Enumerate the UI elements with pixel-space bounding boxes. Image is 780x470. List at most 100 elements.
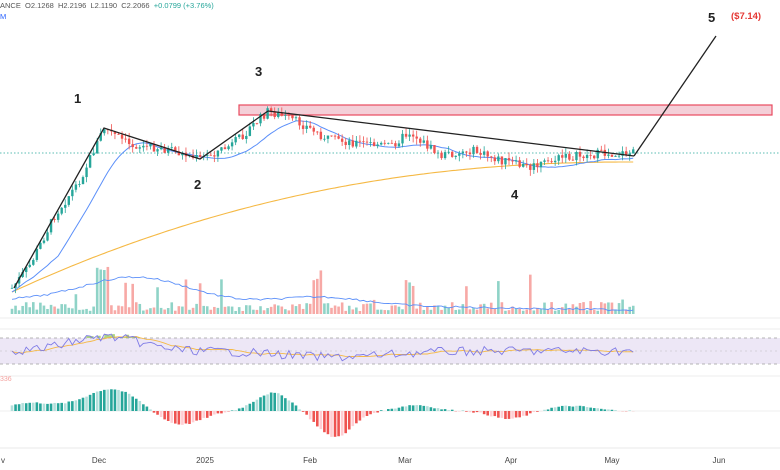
- candle: [337, 133, 340, 140]
- candle: [305, 120, 308, 134]
- volume-bar: [95, 267, 99, 314]
- candle: [323, 135, 326, 142]
- volume-bar: [294, 306, 298, 314]
- exchange-name: ANCE: [0, 1, 21, 10]
- candle: [71, 185, 74, 201]
- candle: [348, 137, 351, 150]
- candle: [131, 139, 134, 153]
- candle: [589, 150, 592, 160]
- candle: [74, 180, 78, 193]
- volume-bar: [24, 302, 28, 314]
- macd-bar: [39, 403, 42, 411]
- volume-bar: [142, 310, 145, 314]
- candle: [543, 158, 546, 165]
- macd-bar: [458, 411, 461, 412]
- macd-bar: [188, 411, 191, 424]
- volume-bar: [316, 278, 319, 314]
- candle: [53, 217, 56, 223]
- macd-bar: [220, 411, 223, 414]
- volume-bar: [56, 308, 60, 314]
- candle: [443, 149, 447, 160]
- candle: [298, 114, 301, 130]
- volume-bar: [340, 302, 344, 314]
- volume-bar: [252, 309, 255, 314]
- macd-bar: [156, 411, 159, 415]
- macd-bar: [372, 411, 376, 414]
- volume-bar: [330, 307, 333, 314]
- macd-bar: [85, 396, 88, 411]
- volume-bar: [607, 302, 610, 314]
- candle: [415, 130, 418, 145]
- volume-bar: [355, 307, 358, 314]
- macd-bar: [17, 404, 21, 411]
- volume-bar: [596, 310, 600, 314]
- macd-bar: [291, 402, 294, 411]
- volume-bar: [436, 306, 440, 314]
- candle: [277, 107, 280, 119]
- macd-bar: [521, 411, 525, 416]
- x-tick-label: 2025: [196, 456, 214, 465]
- volume-bar: [568, 308, 571, 314]
- macd-bar: [355, 411, 358, 424]
- volume-bar: [631, 305, 635, 314]
- volume-bar: [163, 309, 166, 314]
- volume-bar: [546, 309, 550, 314]
- candle: [408, 129, 411, 142]
- macd-bar: [319, 411, 323, 430]
- candle: [479, 148, 482, 160]
- macd-bar: [191, 411, 195, 423]
- volume-bar: [468, 309, 472, 314]
- volume-bar: [138, 303, 142, 314]
- macd-bar: [529, 411, 532, 414]
- macd-bar: [181, 411, 184, 425]
- macd-bar: [323, 411, 326, 433]
- macd-bar: [557, 406, 560, 411]
- macd-bar: [99, 391, 103, 411]
- volume-bar: [564, 303, 568, 314]
- macd-bar: [550, 407, 553, 411]
- volume-bar: [621, 299, 624, 314]
- wave-label-4: 4: [511, 187, 519, 202]
- candle: [436, 150, 440, 159]
- volume-bar: [191, 307, 195, 314]
- macd-bar: [387, 409, 390, 411]
- volume-bar: [589, 301, 592, 314]
- candle: [103, 128, 106, 136]
- macd-bar: [369, 411, 372, 415]
- candle: [372, 138, 376, 147]
- volume-bar: [298, 304, 301, 314]
- candle: [518, 156, 521, 169]
- candle: [156, 147, 159, 156]
- volume-bar: [280, 306, 284, 314]
- macd-bar: [14, 404, 17, 411]
- volume-bar: [301, 308, 305, 314]
- candle: [10, 284, 14, 289]
- macd-bar: [276, 393, 280, 411]
- volume-bar: [486, 308, 489, 314]
- candle: [550, 158, 553, 164]
- macd-bar: [489, 411, 493, 417]
- macd-bar: [504, 411, 507, 419]
- volume-bar: [81, 309, 85, 314]
- volume-bar: [127, 307, 131, 314]
- macd-bar: [401, 406, 404, 411]
- candle: [490, 155, 493, 163]
- volume-bar: [308, 303, 312, 314]
- macd-bar: [174, 411, 177, 424]
- volume-bar: [472, 307, 475, 314]
- macd-bar: [60, 402, 63, 411]
- macd-bar: [113, 389, 117, 411]
- volume-bar: [397, 306, 401, 314]
- macd-bar: [92, 392, 95, 411]
- x-tick-label: Jun: [712, 456, 726, 465]
- volume-bar: [479, 304, 482, 314]
- macd-bar: [298, 409, 301, 411]
- volume-bar: [617, 303, 621, 314]
- volume-bar: [205, 306, 209, 314]
- candle: [234, 134, 237, 146]
- macd-bar: [95, 391, 99, 411]
- volume-bar: [415, 308, 418, 314]
- macd-bar: [184, 411, 188, 424]
- volume-bar: [181, 306, 184, 314]
